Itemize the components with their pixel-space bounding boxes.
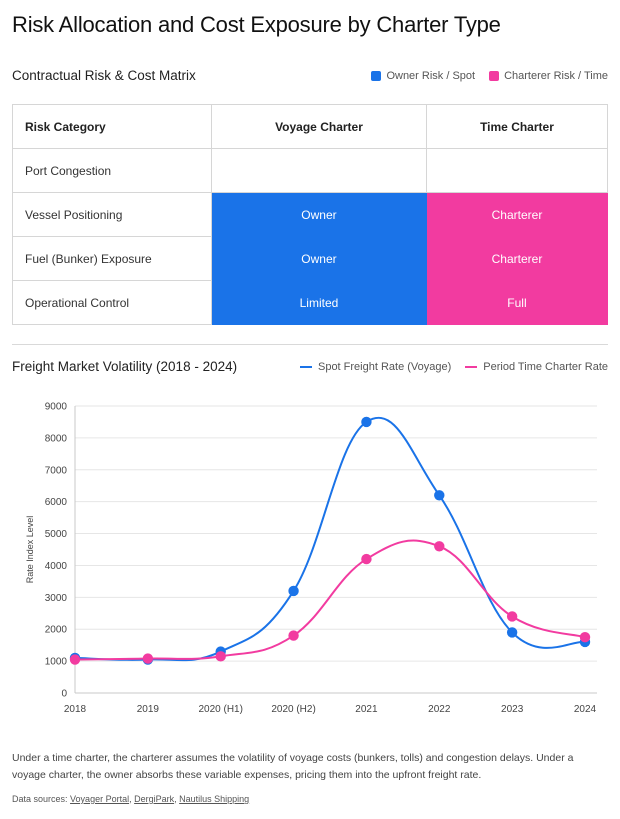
sources-prefix: Data sources: (12, 794, 68, 804)
y-tick-label: 6000 (45, 497, 68, 508)
cell-time (425, 148, 609, 193)
table-row: Operational Control Limited Full (12, 280, 609, 325)
chart-title: Freight Market Volatility (2018 - 2024) (12, 359, 238, 374)
legend-line-spot (299, 366, 312, 368)
data-point-0 (361, 416, 372, 428)
source-link-voyager[interactable]: Voyager Portal (70, 794, 130, 804)
legend-swatch-owner (371, 71, 382, 81)
x-tick-label: 2022 (428, 704, 451, 715)
legend-label-owner: Owner Risk / Spot (386, 70, 476, 82)
y-tick-label: 7000 (45, 465, 68, 476)
header-risk-category: Risk Category (12, 104, 212, 149)
data-point-1 (579, 631, 591, 643)
x-tick-label: 2020 (H2) (271, 704, 315, 715)
data-point-1 (142, 653, 154, 664)
y-tick-label: 4000 (45, 561, 68, 572)
y-tick-label: 8000 (45, 433, 68, 444)
table-row: Vessel Positioning Owner Charterer (12, 192, 609, 237)
header-voyage-charter: Voyage Charter (211, 104, 427, 149)
legend-label-spot: Spot Freight Rate (Voyage) (317, 361, 452, 373)
cell-voyage: Limited (211, 280, 427, 325)
data-point-1 (215, 651, 226, 662)
cell-category: Fuel (Bunker) Exposure (12, 236, 212, 281)
footnote-text: Under a time charter, the charterer assu… (12, 752, 574, 781)
data-point-0 (434, 490, 445, 501)
y-tick-label: 9000 (45, 402, 68, 413)
risk-matrix-table: Risk Category Voyage Charter Time Charte… (12, 104, 609, 325)
data-point-1 (69, 654, 81, 665)
legend-item-period: Period Time Charter Rate (465, 361, 608, 373)
series-line-0 (74, 416, 586, 662)
y-tick-label: 2000 (45, 625, 68, 636)
table-row: Fuel (Bunker) Exposure Owner Charterer (12, 236, 609, 281)
y-tick-label: 3000 (45, 593, 68, 604)
section-divider (12, 344, 608, 345)
data-point-0 (288, 585, 299, 597)
chart-header: Freight Market Volatility (2018 - 2024) … (12, 359, 608, 379)
cell-voyage (211, 148, 427, 193)
table-header-row: Risk Category Voyage Charter Time Charte… (12, 104, 609, 149)
x-tick-label: 2024 (574, 704, 597, 715)
matrix-header: Contractual Risk & Cost Matrix Owner Ris… (12, 68, 608, 88)
y-axis-label: Rate Index Level (25, 516, 35, 584)
cell-voyage: Owner (211, 192, 427, 237)
cell-time: Full (425, 280, 609, 325)
y-tick-label: 0 (61, 689, 67, 700)
freight-line-chart: 0 1000 2000 3000 4000 5000 6000 7000 8000 9000 201… (25, 402, 597, 715)
legend-item-spot: Spot Freight Rate (Voyage) (299, 361, 452, 373)
cell-time: Charterer (425, 236, 609, 281)
source-link-nautilus[interactable]: Nautilus Shipping (179, 794, 250, 804)
x-tick-label: 2023 (501, 704, 524, 715)
source-link-dergipark[interactable]: DergiPark (134, 794, 175, 804)
table-row: Port Congestion (12, 148, 609, 193)
data-point-1 (434, 541, 445, 552)
data-point-1 (506, 611, 518, 622)
legend-item-charterer: Charterer Risk / Time (489, 70, 608, 82)
data-sources: Data sources: Voyager Portal, DergiPark,… (12, 794, 250, 804)
legend-swatch-charterer (489, 71, 500, 81)
x-tick-label: 2020 (H1) (198, 704, 242, 715)
cell-category: Vessel Positioning (12, 192, 212, 237)
x-tick-label: 2018 (64, 704, 87, 715)
matrix-title: Contractual Risk & Cost Matrix (12, 68, 196, 83)
x-tick-label: 2021 (355, 704, 378, 715)
cell-time: Charterer (425, 192, 609, 237)
cell-category: Port Congestion (12, 148, 212, 193)
chart-legend: Spot Freight Rate (Voyage) Period Time C… (286, 361, 608, 373)
legend-label-charterer: Charterer Risk / Time (504, 70, 608, 82)
y-tick-label: 1000 (45, 657, 68, 668)
y-tick-label: 5000 (45, 529, 68, 540)
header-time-charter: Time Charter (425, 104, 609, 149)
data-point-0 (506, 627, 518, 638)
legend-label-period: Period Time Charter Rate (483, 361, 608, 373)
data-point-1 (361, 553, 372, 565)
cell-category: Operational Control (12, 280, 212, 325)
x-tick-label: 2019 (137, 704, 160, 715)
page-title: Risk Allocation and Cost Exposure by Cha… (12, 12, 501, 37)
legend-item-owner: Owner Risk / Spot (371, 70, 475, 82)
data-point-1 (288, 630, 299, 641)
series-line-1 (74, 539, 586, 661)
legend-line-period (465, 366, 478, 368)
matrix-legend: Owner Risk / Spot Charterer Risk / Time (357, 70, 608, 82)
cell-voyage: Owner (211, 236, 427, 281)
